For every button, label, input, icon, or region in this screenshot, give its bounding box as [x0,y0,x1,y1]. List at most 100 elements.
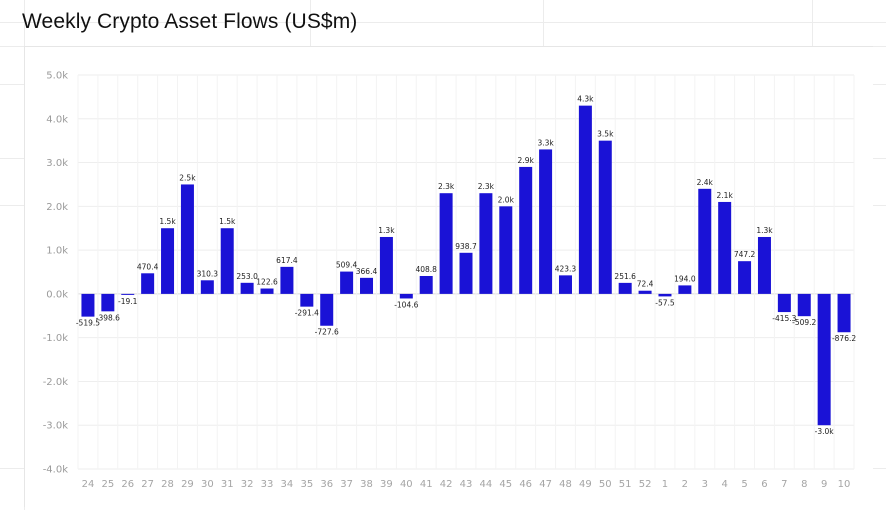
bar[interactable] [797,293,811,317]
x-tick-label: 1 [662,479,668,490]
bar[interactable] [519,166,533,294]
bar[interactable] [419,275,433,294]
data-label: -398.6 [96,313,120,322]
x-tick-label: 3 [702,479,708,490]
bar[interactable] [161,228,175,294]
data-label: -19.1 [118,297,138,306]
bar[interactable] [280,266,294,294]
bar[interactable] [379,236,393,294]
bar[interactable] [240,282,254,294]
bar[interactable] [777,293,791,313]
bar[interactable] [141,273,155,294]
bar[interactable] [618,282,632,294]
x-tick-label: 28 [161,479,174,490]
data-label: 310.3 [197,269,219,278]
x-tick-label: 43 [460,479,473,490]
bar[interactable] [479,193,493,294]
data-label: 2.3k [478,182,495,191]
data-label: -415.3 [772,314,796,323]
bar[interactable] [718,201,732,294]
bar[interactable] [121,293,135,295]
data-label: 2.1k [717,191,734,200]
x-tick-label: 25 [101,479,114,490]
bar[interactable] [101,293,115,312]
x-tick-label: 46 [519,479,532,490]
x-tick-label: 41 [420,479,433,490]
data-label: 366.4 [356,267,378,276]
data-label: 253.0 [236,272,258,281]
data-label: 423.3 [555,264,577,273]
bar[interactable] [81,293,95,317]
bar[interactable] [658,293,672,297]
bar[interactable] [360,277,374,294]
bar[interactable] [598,140,612,294]
data-label: 470.4 [137,262,159,271]
x-tick-label: 34 [281,479,294,490]
x-tick-label: 9 [821,479,827,490]
x-tick-label: 48 [559,479,572,490]
x-tick-label: 31 [221,479,234,490]
data-label: -3.0k [815,427,835,436]
data-label: 4.3k [577,95,594,104]
x-tick-label: 30 [201,479,214,490]
bar[interactable] [698,188,712,294]
bar[interactable] [757,236,771,294]
data-label: 3.3k [537,138,554,147]
x-tick-label: 24 [82,479,95,490]
bar[interactable] [340,271,354,294]
bar[interactable] [220,228,234,294]
bar[interactable] [459,252,473,294]
bar[interactable] [439,193,453,294]
chart-title: Weekly Crypto Asset Flows (US$m) [22,10,358,33]
y-tick-label: 1.0k [46,246,68,257]
x-tick-label: 6 [761,479,767,490]
bar[interactable] [558,275,572,294]
x-tick-label: 36 [320,479,333,490]
bar[interactable] [320,293,334,326]
y-tick-label: 5.0k [46,71,68,82]
x-tick-label: 47 [539,479,552,490]
x-tick-label: 52 [639,479,652,490]
x-tick-label: 40 [400,479,413,490]
data-label: 1.5k [219,217,236,226]
data-label: 1.3k [378,226,395,235]
x-tick-label: 44 [480,479,493,490]
data-label: 1.5k [159,217,176,226]
y-tick-label: 4.0k [46,114,68,125]
bar[interactable] [738,261,752,294]
x-tick-label: 4 [721,479,727,490]
x-tick-label: 27 [141,479,154,490]
y-tick-label: -3.0k [43,421,69,432]
data-label: 938.7 [455,242,477,251]
y-tick-label: 3.0k [46,158,68,169]
x-tick-label: 39 [380,479,393,490]
bar[interactable] [399,293,413,299]
x-tick-label: 50 [599,479,612,490]
x-tick-label: 33 [261,479,274,490]
bar[interactable] [638,290,652,294]
bar[interactable] [678,285,692,294]
bar[interactable] [837,293,851,333]
x-tick-label: 29 [181,479,194,490]
bar[interactable] [300,293,314,307]
data-label: 2.3k [438,182,455,191]
bar[interactable] [180,184,194,294]
y-tick-label: 0.0k [46,289,68,300]
bar[interactable] [200,280,214,294]
x-tick-label: 42 [440,479,453,490]
data-label: 2.9k [518,156,535,165]
bar[interactable] [260,288,274,294]
y-tick-label: -1.0k [43,333,69,344]
x-tick-label: 49 [579,479,592,490]
x-tick-label: 37 [340,479,353,490]
bar[interactable] [499,206,513,294]
data-label: -519.5 [76,319,100,328]
y-tick-label: 2.0k [46,202,68,213]
data-label: 509.4 [336,261,358,270]
bar[interactable] [539,149,553,294]
bar[interactable] [578,105,592,294]
x-tick-label: 8 [801,479,807,490]
x-tick-label: 10 [838,479,851,490]
bar[interactable] [817,293,831,426]
